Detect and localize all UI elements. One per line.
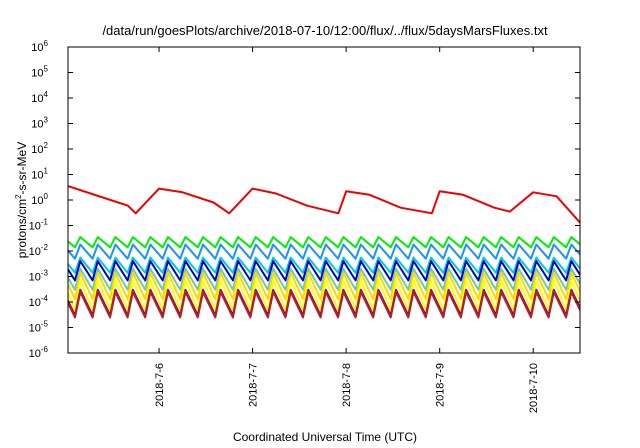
y-tick-label: 10-2 (29, 243, 49, 258)
y-tick-label: 102 (31, 141, 48, 156)
y-tick-label: 101 (31, 167, 48, 182)
series-line-6 (68, 271, 580, 301)
series-line-9 (68, 290, 580, 319)
series-layer (68, 185, 580, 319)
series-line-0 (68, 185, 580, 224)
series-line-4 (68, 260, 580, 282)
x-tick-label: 2018-7-6 (154, 363, 166, 407)
y-tick-label: 106 (31, 39, 48, 54)
y-tick-label: 10-1 (29, 218, 49, 233)
y-tick-label: 10-3 (29, 269, 49, 284)
y-tick-label: 10-5 (29, 320, 49, 335)
y-tick-label: 100 (31, 192, 48, 207)
x-tick-label: 2018-7-10 (528, 363, 540, 413)
y-tick-label: 104 (31, 90, 48, 105)
y-tick-label: 103 (31, 116, 48, 131)
x-axis: 2018-7-6 2018-7-7 2018-7-8 2018-7-9 2018-7-1… (154, 47, 540, 413)
y-tick-label: 10-6 (29, 345, 49, 360)
series-line-5 (68, 267, 580, 291)
y-tick-label: 10-4 (29, 294, 49, 309)
series-line-3 (68, 256, 580, 274)
y-axis-label: protons/cm2-s-sr-MeV (14, 142, 29, 258)
x-tick-label: 2018-7-8 (341, 363, 353, 407)
series-line-2 (68, 243, 580, 260)
y-tick-label: 105 (31, 65, 48, 80)
x-axis-label: Coordinated Universal Time (UTC) (233, 430, 417, 444)
x-tick-label: 2018-7-7 (248, 363, 260, 407)
y-axis: 106 105 104 103 102 101 100 10-1 10-2 10-3 10-4 10-… (29, 39, 580, 360)
chart-title: /data/run/goesPlots/archive/2018-07-10/1… (102, 23, 548, 38)
series-line-1 (68, 236, 580, 249)
x-tick-label: 2018-7-9 (435, 363, 447, 407)
series-line-7 (68, 279, 580, 311)
